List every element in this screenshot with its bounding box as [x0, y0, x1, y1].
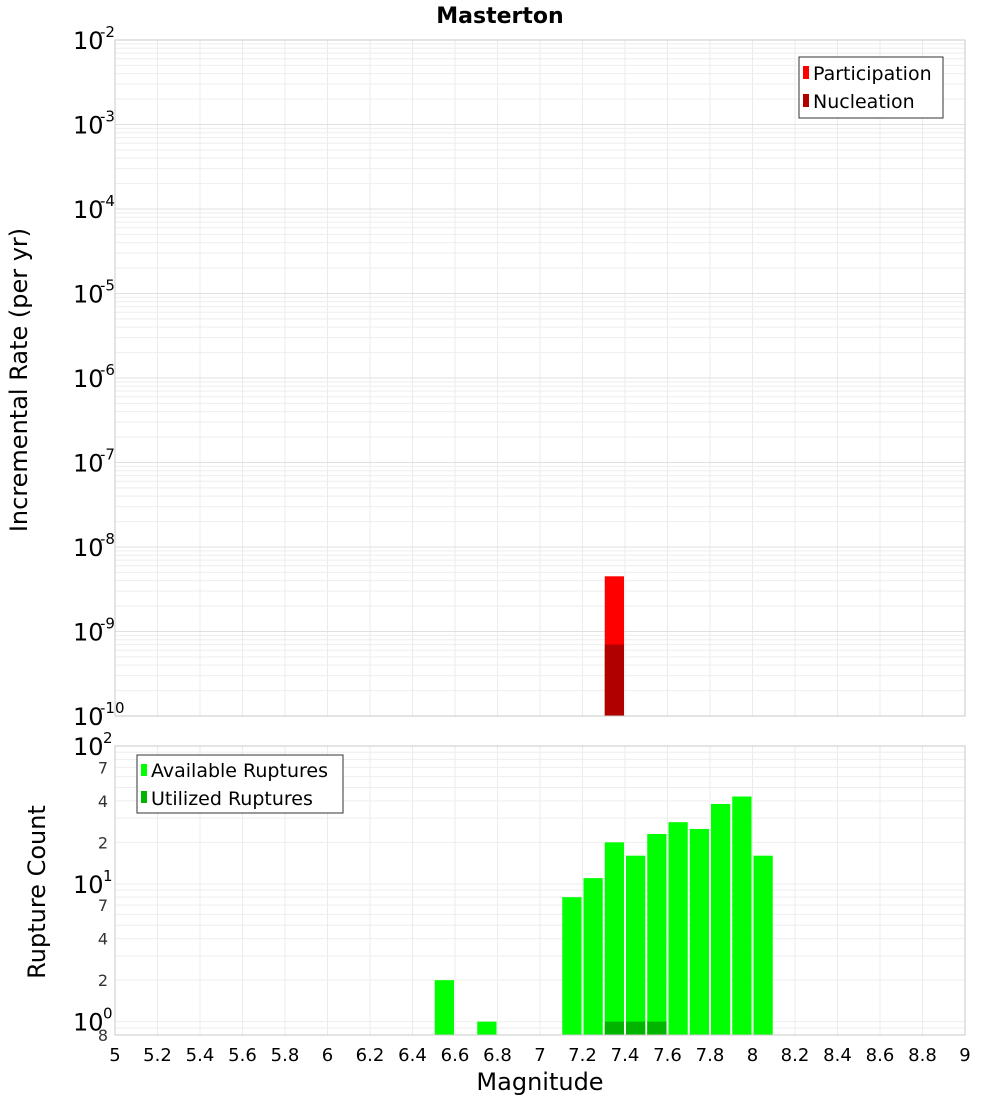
- x-tick-label: 5.4: [186, 1045, 215, 1066]
- legend-swatch-nucleation: [803, 94, 809, 107]
- legend-label-utilized-ruptures: Utilized Ruptures: [151, 788, 313, 810]
- bar-available-ruptures: [562, 897, 582, 1035]
- top-y-tick-label: 10: [73, 365, 104, 393]
- bottom-y-tick-label: 10: [73, 871, 104, 899]
- bar-available-ruptures: [583, 878, 603, 1035]
- top-y-tick-label: 10: [73, 450, 104, 478]
- top-y-tick-label: 10: [73, 27, 104, 55]
- bar-utilized-ruptures: [604, 1021, 624, 1035]
- bar-available-ruptures: [604, 842, 624, 1035]
- bar-available-ruptures: [711, 803, 731, 1035]
- legend-swatch-participation: [803, 66, 809, 79]
- bar-available-ruptures: [434, 980, 454, 1035]
- x-axis-label: Magnitude: [476, 1068, 603, 1096]
- top-y-tick-exponent: -4: [100, 192, 115, 210]
- bar-available-ruptures: [753, 855, 773, 1035]
- top-y-tick-exponent: -3: [100, 108, 115, 126]
- bottom-y-tick-exponent: 1: [103, 867, 113, 885]
- x-tick-label: 5.2: [143, 1045, 172, 1066]
- x-tick-label: 8.6: [866, 1045, 895, 1066]
- bottom-legend: Available Ruptures Utilized Ruptures: [136, 754, 344, 814]
- top-grid: [114, 40, 966, 717]
- bottom-y-tick-label: 10: [73, 1009, 104, 1037]
- x-tick-label: 8: [747, 1045, 758, 1066]
- top-y-tick-label: 10: [73, 112, 104, 140]
- bottom-plot-border: [114, 745, 966, 1036]
- bottom-legend-box: [136, 754, 344, 814]
- x-tick-label: 6.6: [441, 1045, 470, 1066]
- x-tick-label: 7.4: [611, 1045, 640, 1066]
- bar-available-ruptures: [626, 855, 646, 1035]
- bottom-y-tick-label: 10: [73, 733, 104, 761]
- top-y-tick-label: 10: [73, 703, 104, 731]
- x-tick-label: 5.6: [228, 1045, 257, 1066]
- bar-nucleation: [604, 644, 624, 716]
- top-y-tick-exponent: -5: [100, 277, 115, 295]
- bottom-y-minor-tick-label: 7: [98, 758, 108, 777]
- legend-swatch-utilized-ruptures: [141, 791, 147, 803]
- chart-title: Masterton: [436, 4, 563, 29]
- x-tick-label: 6.8: [483, 1045, 512, 1066]
- bottom-y-minor-tick-label: 4: [98, 930, 108, 949]
- x-tick-label: 5.8: [271, 1045, 300, 1066]
- x-tick-label: 7.8: [696, 1045, 725, 1066]
- top-y-tick-exponent: -2: [100, 23, 115, 41]
- x-tick-label: 7: [534, 1045, 545, 1066]
- top-y-tick-label: 10: [73, 196, 104, 224]
- top-plot-border: [114, 39, 966, 717]
- x-tick-label: 7.2: [568, 1045, 597, 1066]
- x-tick-label: 6: [322, 1045, 333, 1066]
- x-tick-label: 9: [959, 1045, 970, 1066]
- top-y-tick-label: 10: [73, 534, 104, 562]
- bar-available-ruptures: [668, 822, 688, 1035]
- bottom-y-minor-tick-label: 4: [98, 792, 108, 811]
- bottom-y-minor-tick-label: 7: [98, 896, 108, 915]
- legend-label-participation: Participation: [813, 63, 932, 85]
- legend-label-nucleation: Nucleation: [813, 91, 915, 113]
- legend-swatch-available-ruptures: [141, 764, 147, 776]
- top-y-tick-exponent: -10: [100, 699, 125, 717]
- top-y-tick-label: 10: [73, 281, 104, 309]
- bottom-y-axis-label: Rupture Count: [23, 805, 51, 979]
- bottom-bars: [434, 796, 773, 1035]
- x-tick-label: 5: [109, 1045, 120, 1066]
- top-y-tick-exponent: -8: [100, 530, 115, 548]
- top-y-tick-exponent: -7: [100, 446, 115, 464]
- bar-utilized-ruptures: [647, 1021, 667, 1035]
- top-legend-box: [798, 56, 944, 119]
- x-tick-label: 6.2: [356, 1045, 385, 1066]
- bar-available-ruptures: [647, 833, 667, 1035]
- bar-available-ruptures: [689, 828, 709, 1035]
- top-y-tick-label: 10: [73, 619, 104, 647]
- bottom-y-minor-tick-label: 8: [98, 1026, 108, 1045]
- x-tick-label: 7.6: [653, 1045, 682, 1066]
- bar-available-ruptures: [477, 1021, 497, 1035]
- top-bars: [604, 576, 624, 716]
- bar-available-ruptures: [732, 796, 752, 1035]
- x-tick-label: 6.4: [398, 1045, 427, 1066]
- top-y-tick-exponent: -6: [100, 361, 115, 379]
- bottom-y-minor-tick-label: 2: [98, 833, 108, 852]
- bottom-y-tick-exponent: 2: [103, 729, 113, 747]
- bottom-x-ticks: 5 5.2 5.4 5.6 5.8 6 6.2 6.4 6.6 6.8 7 7.2 7.4 7.6 7.8 8…: [109, 1045, 970, 1066]
- bottom-y-minor-tick-label: 2: [98, 971, 108, 990]
- top-y-tick-exponent: -9: [100, 615, 115, 633]
- legend-label-available-ruptures: Available Ruptures: [151, 760, 328, 782]
- top-legend: Participation Nucleation: [798, 56, 944, 119]
- bar-utilized-ruptures: [626, 1021, 646, 1035]
- top-y-axis-label: Incremental Rate (per yr): [5, 228, 33, 532]
- x-tick-label: 8.4: [823, 1045, 852, 1066]
- x-tick-label: 8.2: [781, 1045, 810, 1066]
- bottom-y-tick-exponent: 0: [103, 1005, 113, 1023]
- x-tick-label: 8.8: [908, 1045, 937, 1066]
